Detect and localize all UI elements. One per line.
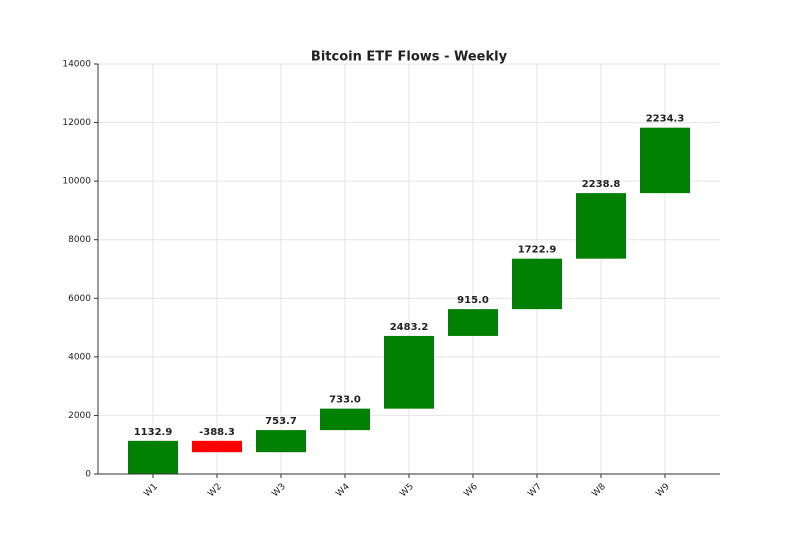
bar [256, 430, 306, 453]
bar [512, 258, 562, 310]
bar [128, 440, 178, 474]
y-tick-label: 10000 [62, 177, 91, 187]
y-tick-label: 14000 [62, 60, 91, 70]
y-tick-label: 4000 [68, 352, 91, 362]
x-tick-label: W7 [526, 482, 543, 499]
x-tick-label: W3 [270, 482, 287, 499]
bar [192, 440, 242, 453]
value-label: 753.7 [265, 416, 297, 427]
x-tick-label: W1 [142, 482, 159, 499]
y-tick-label: 12000 [62, 118, 91, 128]
x-tick-label: W6 [462, 482, 480, 500]
bar [640, 127, 690, 194]
bar [320, 408, 370, 431]
chart-title: Bitcoin ETF Flows - Weekly [311, 50, 508, 65]
y-tick-label: 0 [85, 470, 91, 480]
bar [448, 309, 498, 336]
x-tick-label: W5 [398, 482, 415, 499]
bar [384, 335, 434, 409]
x-tick-label: W2 [206, 482, 223, 499]
y-tick-label: 8000 [68, 235, 91, 245]
y-tick-label: 2000 [68, 411, 91, 421]
value-label: 2234.3 [646, 114, 685, 125]
bar [576, 193, 626, 259]
value-label: -388.3 [199, 427, 235, 438]
x-tick-label: W8 [590, 482, 608, 500]
x-tick-label: W9 [654, 482, 672, 500]
x-tick-label: W4 [334, 482, 352, 500]
value-label: 1722.9 [518, 245, 557, 256]
y-tick-label: 6000 [68, 294, 91, 304]
value-label: 915.0 [457, 295, 489, 306]
value-label: 2238.8 [582, 179, 621, 190]
value-label: 733.0 [329, 395, 361, 406]
value-label: 1132.9 [134, 427, 173, 438]
value-label: 2483.2 [390, 322, 429, 333]
